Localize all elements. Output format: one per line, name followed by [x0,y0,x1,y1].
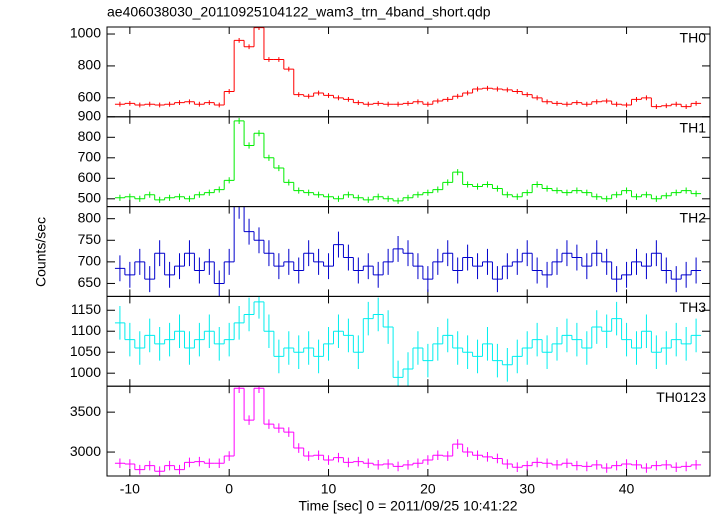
y-tick-label: 800 [78,128,102,144]
y-tick-label: 700 [78,149,102,165]
series-label: TH0 [680,30,707,46]
series-2 [114,206,702,297]
y-tick-label: 650 [78,274,102,290]
x-axis-label: Time [sec] 0 = 2011/09/25 10:41:22 [298,498,517,514]
x-tick-label: 0 [225,481,233,497]
y-tick-label: 1150 [71,301,101,317]
series-label: TH2 [680,209,707,225]
y-tick-label: 500 [78,190,102,206]
y-tick-label: 1000 [70,25,101,41]
y-tick-label: 3500 [70,403,101,419]
y-tick-label: 1100 [71,322,101,338]
series-1 [114,117,702,204]
series-label: TH1 [680,120,707,136]
chart-title: ae406038030_20110925104122_wam3_trn_4ban… [107,4,491,20]
series-label: TH0123 [656,389,706,405]
series-4 [114,386,702,476]
panel-frame [106,116,711,208]
x-tick-label: 30 [519,481,535,497]
panel-frame [106,385,711,477]
y-tick-label: 1050 [70,343,101,359]
y-tick-label: 3000 [70,443,101,459]
y-tick-label: 1000 [70,364,101,380]
y-tick-label: 900 [78,108,102,124]
y-tick-label: 600 [78,169,102,185]
y-tick-label: 700 [78,253,102,269]
series-label: TH3 [680,299,707,315]
x-tick-label: 10 [321,481,337,497]
x-tick-label: 40 [619,481,635,497]
series-3 [114,296,702,387]
y-axis-label: Counts/sec [33,217,49,287]
x-tick-label: -10 [120,481,140,497]
y-tick-label: 600 [78,89,102,105]
y-tick-label: 800 [78,57,102,73]
series-0 [114,27,702,109]
x-tick-label: 20 [420,481,436,497]
y-tick-label: 800 [78,209,102,225]
y-tick-label: 750 [78,231,102,247]
